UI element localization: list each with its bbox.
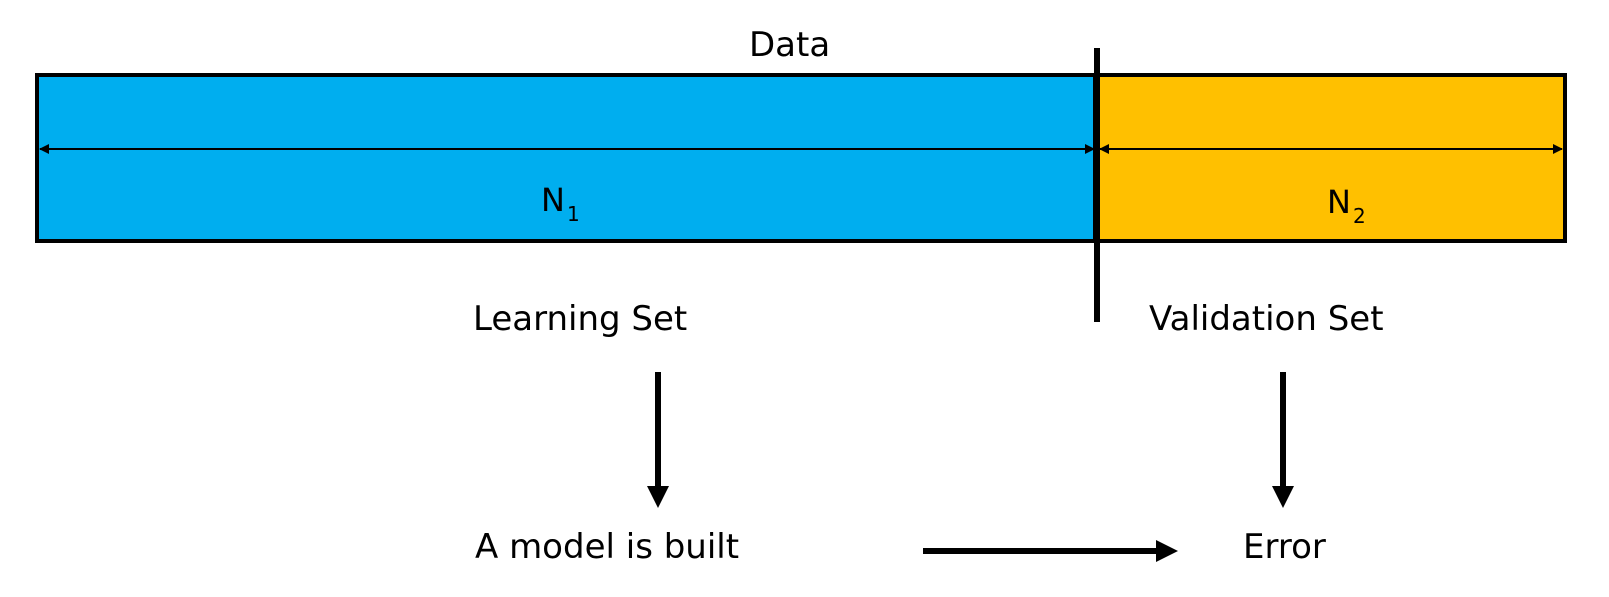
data-title: Data: [749, 25, 831, 65]
validation-set-bar: [1093, 73, 1567, 243]
error-label: Error: [1243, 527, 1326, 567]
validation-set-label: Validation Set: [1149, 299, 1384, 339]
n2-subscript: 2: [1352, 204, 1366, 228]
validation-down-arrow: [1272, 372, 1294, 508]
learning-down-arrow: [647, 372, 669, 508]
n1-subscript: 1: [566, 202, 580, 226]
n2-symbol: N: [1327, 183, 1351, 221]
model-built-label: A model is built: [475, 527, 740, 567]
learning-set-label: Learning Set: [473, 299, 688, 339]
learning-set-bar: [35, 73, 1097, 243]
model-to-error-arrow: [923, 540, 1178, 562]
n1-symbol: N: [541, 181, 565, 219]
